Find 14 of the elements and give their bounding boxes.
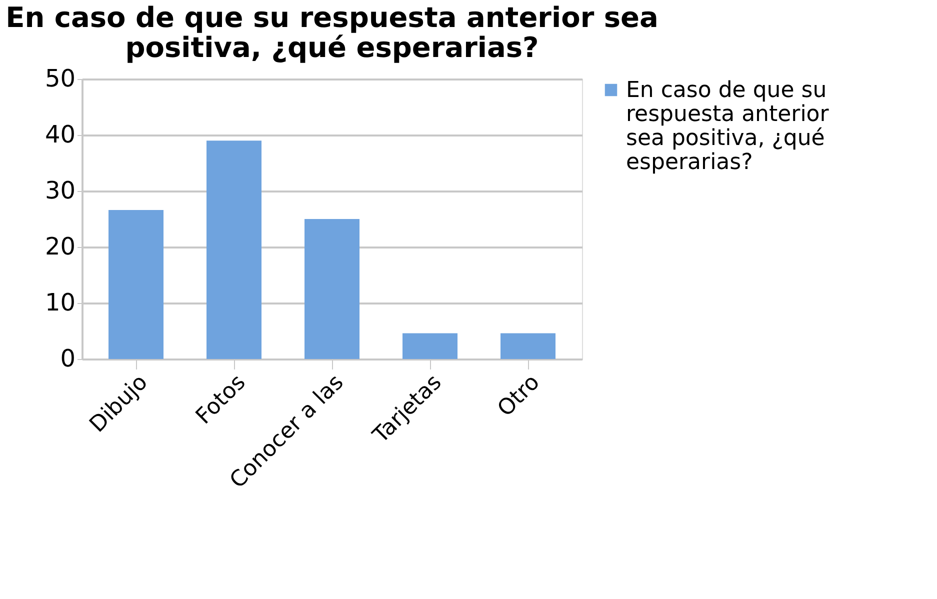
x-tick-label: Otro (493, 370, 545, 422)
y-tick-label: 50 (44, 64, 76, 92)
y-tick-label: 10 (44, 288, 76, 316)
y-tick-label: 40 (44, 120, 76, 148)
y-tick-label: 30 (44, 176, 76, 204)
bar (500, 333, 556, 359)
bar (206, 140, 262, 359)
y-tick-label: 0 (60, 344, 76, 372)
legend-label: En caso de que su respuesta anterior sea positiva, ¿qué esperarias? (626, 78, 830, 175)
bar (108, 210, 164, 359)
bar (304, 219, 360, 359)
text: En caso de que su respuesta anterior sea (6, 1, 658, 34)
y-tick-label: 20 (44, 232, 76, 260)
bar (402, 333, 458, 359)
